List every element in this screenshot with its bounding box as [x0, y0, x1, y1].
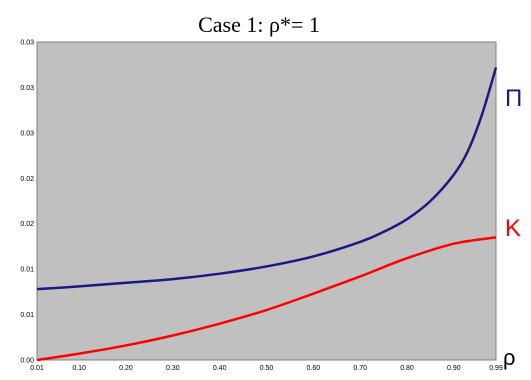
chart-title: Case 1: ρ*= 1	[198, 12, 320, 37]
series-label-k: K	[505, 215, 521, 242]
y-tick-label: 0.03	[20, 40, 34, 47]
series-label-pi: Π	[505, 85, 522, 112]
y-tick-label: 0.03	[20, 130, 34, 137]
x-tick-label: 0.60	[307, 365, 321, 372]
x-tick-label: 0.20	[119, 365, 133, 372]
x-axis-label: ρ	[503, 345, 516, 370]
y-axis: 0.00 0.01 0.01 0.02 0.02 0.03 0.03 0.03	[20, 40, 34, 365]
x-tick-label: 0.50	[260, 365, 274, 372]
series-layer	[36, 67, 498, 362]
x-tick-label: 0.99	[489, 365, 503, 372]
y-tick-label: 0.03	[20, 85, 34, 92]
y-tick-label: 0.02	[20, 221, 34, 228]
y-tick-label: 0.01	[20, 267, 34, 274]
plot-area	[36, 41, 497, 361]
y-tick-label: 0.00	[20, 358, 34, 365]
x-tick-label: 0.01	[30, 365, 44, 372]
x-tick-label: 0.40	[213, 365, 227, 372]
x-tick-label: 0.70	[353, 365, 367, 372]
x-axis: 0.01 0.10 0.20 0.30 0.40 0.50 0.60 0.70 0.80 0.90…	[30, 365, 503, 372]
series-k-line	[36, 236, 497, 362]
series-pi-line	[36, 67, 498, 291]
x-tick-label: 0.90	[447, 365, 461, 372]
y-tick-label: 0.01	[20, 312, 34, 319]
x-tick-label: 0.10	[72, 365, 86, 372]
x-tick-label: 0.30	[166, 365, 180, 372]
y-tick-label: 0.02	[20, 176, 34, 183]
x-tick-label: 0.80	[400, 365, 414, 372]
